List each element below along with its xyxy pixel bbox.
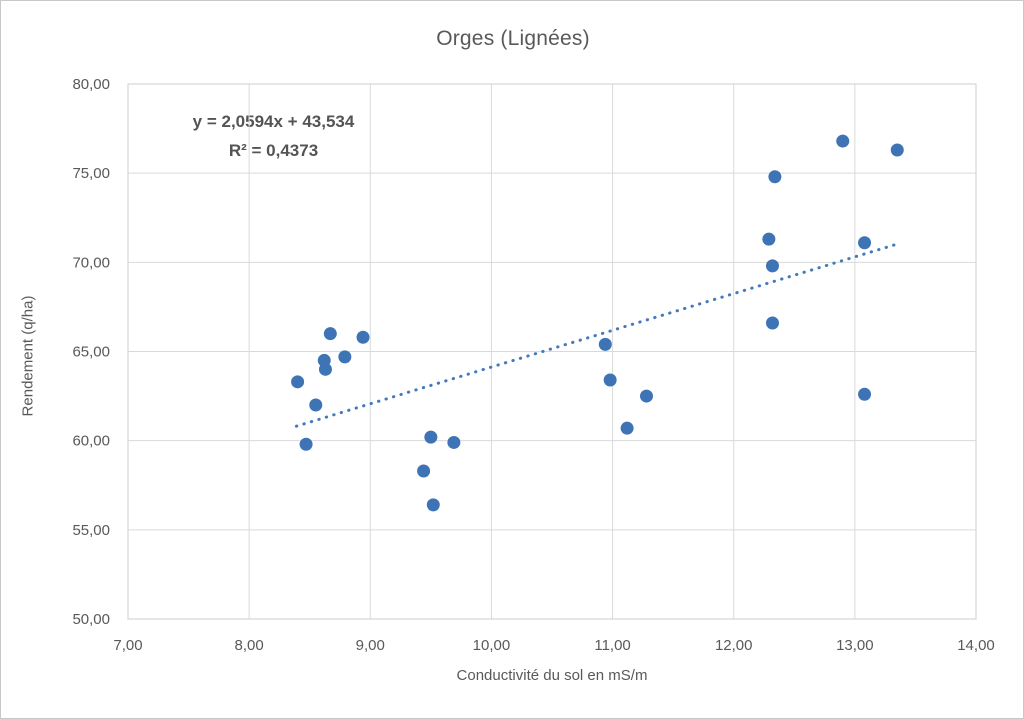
trendline-equation: y = 2,0594x + 43,534 R² = 0,4373 [151,107,396,165]
data-point [768,170,782,184]
y-tick-label: 55,00 [72,522,110,539]
data-point [858,387,872,401]
data-point [338,350,352,364]
data-point [765,316,779,330]
x-axis-title: Conductivité du sol en mS/m [456,667,648,684]
data-point [620,421,634,435]
data-point [639,389,653,403]
data-point [426,498,440,512]
data-point [291,375,305,389]
data-point [603,373,617,387]
x-tick-label: 8,00 [235,637,264,654]
y-tick-label: 75,00 [72,165,110,182]
x-tick-label: 14,00 [957,637,995,654]
data-point [890,143,904,157]
y-tick-label: 65,00 [72,344,110,361]
r-squared-line: R² = 0,4373 [228,141,319,160]
data-point [299,437,313,451]
data-point [323,327,337,341]
data-point [447,435,461,449]
data-point [417,464,431,478]
equation-line: y = 2,0594x + 43,534 [192,112,355,131]
y-tick-label: 70,00 [72,254,110,271]
data-point [765,259,779,273]
data-point [836,134,850,148]
data-point [424,430,438,444]
x-tick-label: 11,00 [594,637,630,654]
plot-border [127,83,977,620]
data-point [318,362,332,376]
trendline [294,241,902,428]
y-tick-label: 50,00 [72,611,110,628]
x-tick-label: 7,00 [113,637,142,654]
data-point [598,337,612,351]
x-tick-label: 13,00 [836,637,874,654]
y-tick-label: 80,00 [72,76,110,93]
x-tick-label: 9,00 [356,637,385,654]
data-point [762,232,776,246]
data-point [356,330,370,344]
y-tick-label: 60,00 [72,433,110,450]
chart-title: Orges (Lignées) [436,27,590,50]
x-tick-label: 10,00 [473,637,511,654]
data-point [858,236,872,250]
x-tick-label: 12,00 [715,637,753,654]
data-point [309,398,323,412]
